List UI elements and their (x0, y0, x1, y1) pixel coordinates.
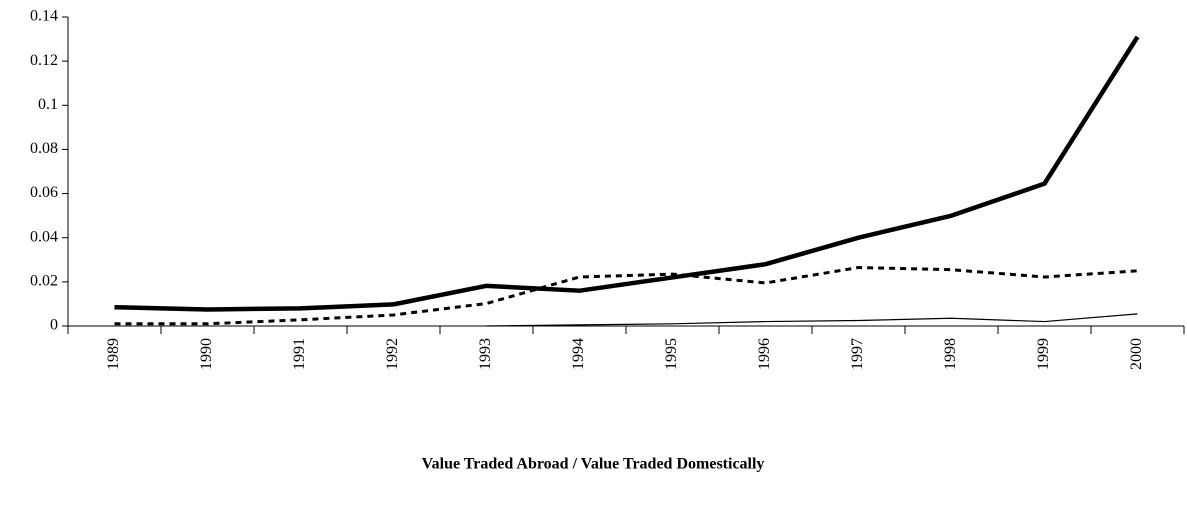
x-tick-label: 1993 (477, 338, 494, 370)
chart-title: Value Traded Abroad / Value Traded Domes… (422, 456, 765, 473)
series-line (114, 266, 1138, 326)
x-tick-label: 1997 (849, 338, 866, 370)
x-tick-label: 1990 (198, 338, 215, 370)
series-line (114, 35, 1140, 312)
y-tick-label: 0.12 (30, 52, 58, 69)
series-line (486, 313, 1138, 327)
x-tick-label: 1999 (1035, 338, 1052, 370)
y-tick-label: 0 (50, 317, 58, 334)
x-tick-label: 1991 (291, 338, 308, 370)
x-tick-label: 1992 (384, 338, 401, 370)
x-tick-label: 1994 (570, 338, 587, 370)
x-tick-label: 2000 (1128, 338, 1145, 370)
y-tick-label: 0.06 (30, 184, 58, 201)
y-tick-label: 0.02 (30, 273, 58, 290)
x-tick-label: 1995 (663, 338, 680, 370)
x-tick-label: 1989 (105, 338, 122, 370)
y-tick-label: 0.08 (30, 140, 58, 157)
x-tick-label: 1996 (756, 338, 773, 370)
y-tick-label: 0.1 (38, 96, 58, 113)
y-tick-label: 0.14 (30, 8, 58, 25)
x-tick-label: 1998 (942, 338, 959, 370)
y-tick-label: 0.04 (30, 228, 58, 245)
